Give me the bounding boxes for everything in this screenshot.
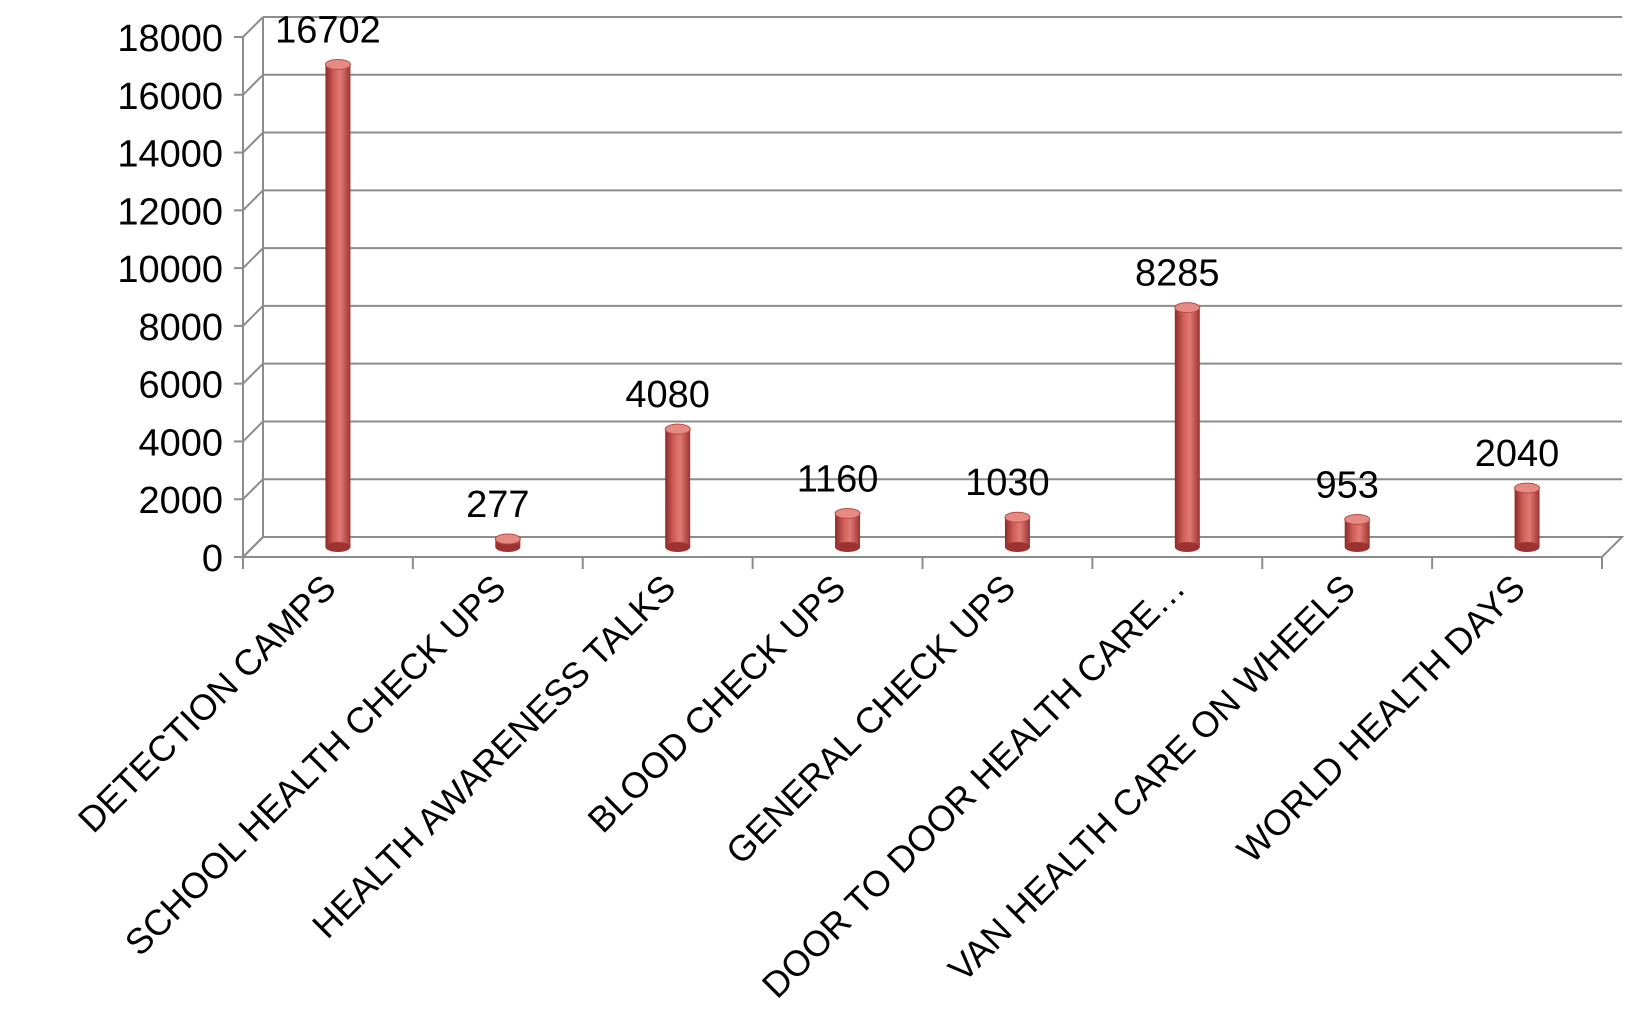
bar [1174, 302, 1201, 552]
bar-body [1514, 488, 1540, 547]
y-tick-label: 8000 [138, 307, 223, 349]
data-label: 4080 [625, 374, 710, 416]
floor [240, 536, 1625, 558]
x-tick-label: HEALTH AWARENESS TALKS [304, 567, 683, 946]
bar [494, 533, 521, 552]
bar-base [665, 542, 691, 552]
data-label: 1030 [965, 462, 1050, 504]
gridline-side [242, 305, 264, 327]
bar-base [495, 542, 521, 552]
gridline-side [242, 420, 264, 443]
bar [1004, 511, 1031, 552]
bars [324, 58, 1541, 552]
data-label: 953 [1315, 464, 1378, 506]
bar-top [1514, 482, 1541, 494]
data-label: 277 [466, 484, 529, 526]
y-tick-label: 6000 [138, 365, 223, 407]
gridline-side [242, 478, 264, 500]
x-tick-label: SCHOOL HEALTH CHECK UPS [117, 567, 514, 964]
y-tick-label: 18000 [117, 18, 223, 60]
bar-top [1174, 302, 1201, 314]
bar-base [1344, 542, 1370, 552]
y-tick-label: 2000 [138, 480, 223, 522]
bar [834, 507, 861, 552]
bar-body [665, 429, 691, 547]
bar [1344, 513, 1371, 552]
gridlines [242, 16, 1622, 558]
data-labels: 16702 277 4080 1160 1030 8285 953 2040 [275, 9, 1559, 526]
bar-top [664, 423, 691, 435]
bar [1514, 482, 1541, 552]
bar-top [834, 507, 861, 519]
bar-top [494, 533, 521, 545]
bar-base [1174, 542, 1200, 552]
axes [234, 36, 1625, 569]
bar [664, 423, 691, 552]
y-tick-label: 10000 [117, 249, 223, 291]
bar [324, 58, 351, 552]
bar-top [1344, 513, 1371, 525]
x-tick-label: WORLD HEALTH DAYS [1229, 567, 1533, 871]
y-tick-label: 14000 [117, 134, 223, 176]
bar-body [325, 64, 351, 548]
y-tick-label: 16000 [117, 76, 223, 118]
data-label: 1160 [797, 458, 879, 500]
bar-base [1514, 542, 1540, 552]
data-label: 16702 [275, 9, 381, 51]
x-tick-label: GENERAL CHECK UPS [718, 567, 1023, 872]
bar-base [1004, 542, 1030, 552]
bar-body [835, 513, 861, 547]
gridline-side [242, 247, 264, 269]
gridline-side [242, 362, 264, 385]
bar-base [835, 542, 861, 552]
bar-top [1004, 511, 1031, 523]
y-tick-label: 12000 [117, 191, 223, 233]
gridline-side [242, 131, 264, 154]
gridline-side [242, 74, 264, 96]
bar-top [324, 58, 351, 70]
y-tick-label: 4000 [138, 422, 223, 464]
y-tick-label: 0 [202, 538, 223, 580]
gridline-side [242, 16, 264, 38]
data-label: 2040 [1475, 433, 1560, 475]
bar-body [1174, 307, 1200, 547]
y-tick-labels: 0 2000 4000 6000 8000 10000 12000 14000 16000 180… [117, 18, 223, 580]
gridline-side [242, 189, 264, 212]
data-label: 8285 [1135, 253, 1220, 295]
bar-base [325, 542, 351, 552]
